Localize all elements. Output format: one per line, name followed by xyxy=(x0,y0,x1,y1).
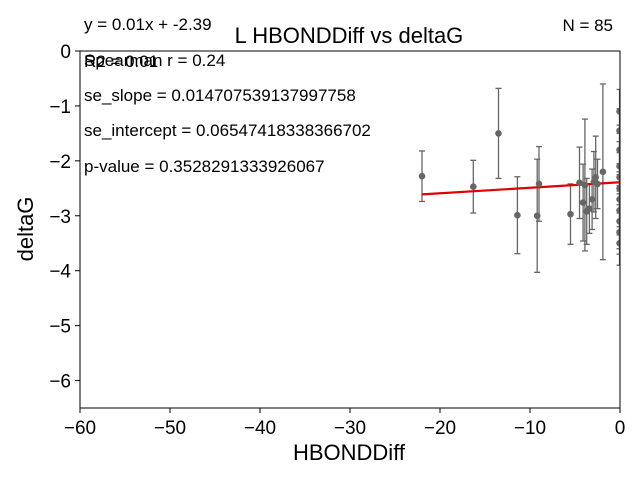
data-point xyxy=(470,183,477,190)
data-point xyxy=(616,108,620,115)
annotation-spearman: Spearman r = 0.24 xyxy=(84,51,225,70)
y-tick-label: −3 xyxy=(49,207,71,228)
data-point xyxy=(616,206,620,214)
annotation-r2: R2 = 0.01 xyxy=(84,52,158,71)
x-axis-label: HBONDDiff xyxy=(293,440,406,465)
y-tick-label: −2 xyxy=(49,152,71,173)
x-tick-label: 0 xyxy=(615,418,626,439)
data-layer xyxy=(418,83,620,273)
x-tick-label: −40 xyxy=(244,418,276,439)
data-point xyxy=(576,179,583,187)
data-point xyxy=(579,199,587,206)
data-point xyxy=(533,212,541,220)
data-point xyxy=(616,146,620,154)
data-point xyxy=(592,174,599,181)
x-axis-ticks: −60 −50 −40 −30 −20 −10 0 xyxy=(64,408,625,439)
x-tick-label: −10 xyxy=(514,418,546,439)
annotation-equation: y = 0.01x + -2.39 xyxy=(84,15,212,34)
chart-title: L HBONDDiff vs deltaG xyxy=(235,23,464,48)
annotation-se-slope: se_slope = 0.014707539137997758 xyxy=(84,86,356,105)
data-point xyxy=(567,210,574,218)
x-tick-label: −30 xyxy=(334,418,366,439)
data-point xyxy=(616,217,620,225)
annotation-n: N = 85 xyxy=(562,16,613,35)
data-point xyxy=(616,185,620,192)
data-point xyxy=(495,130,502,137)
data-point xyxy=(594,180,601,188)
data-point xyxy=(616,195,620,203)
x-tick-label: −20 xyxy=(424,418,456,439)
y-axis-label: deltaG xyxy=(13,197,38,262)
y-tick-label: −1 xyxy=(49,97,71,118)
data-point xyxy=(616,239,620,247)
data-point xyxy=(535,180,543,188)
data-point xyxy=(616,228,620,236)
plot-area xyxy=(418,83,620,273)
data-point xyxy=(599,168,607,176)
x-tick-label: −50 xyxy=(154,418,186,439)
y-tick-label: −6 xyxy=(49,372,71,393)
fit-line xyxy=(421,181,620,196)
data-point xyxy=(581,181,589,189)
x-tick-label: −60 xyxy=(64,418,96,439)
data-point xyxy=(514,211,521,219)
y-tick-label: 0 xyxy=(60,42,71,63)
data-point xyxy=(616,163,620,170)
data-point xyxy=(616,127,620,134)
y-tick-label: −4 xyxy=(49,262,71,283)
data-point xyxy=(588,195,596,203)
data-point xyxy=(616,174,620,181)
y-axis-ticks: 0 −1 −2 −3 −4 −5 −6 xyxy=(49,42,80,393)
data-point xyxy=(586,205,593,212)
annotation-se-intercept: se_intercept = 0.06547418338366702 xyxy=(84,121,371,140)
data-point xyxy=(418,172,426,180)
annotation-p-value: p-value = 0.3528291333926067 xyxy=(84,157,325,176)
y-tick-label: −5 xyxy=(49,317,71,338)
